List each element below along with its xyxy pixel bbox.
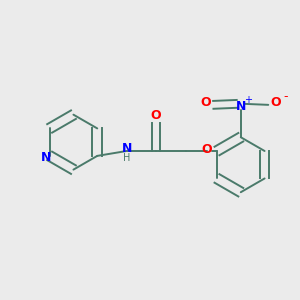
- Text: O: O: [271, 96, 281, 110]
- Text: -: -: [284, 91, 288, 103]
- Text: H: H: [123, 153, 130, 163]
- Text: O: O: [200, 96, 211, 110]
- Text: +: +: [244, 95, 252, 105]
- Text: N: N: [236, 100, 246, 113]
- Text: O: O: [151, 109, 161, 122]
- Text: N: N: [40, 152, 51, 164]
- Text: N: N: [122, 142, 132, 154]
- Text: O: O: [202, 142, 212, 155]
